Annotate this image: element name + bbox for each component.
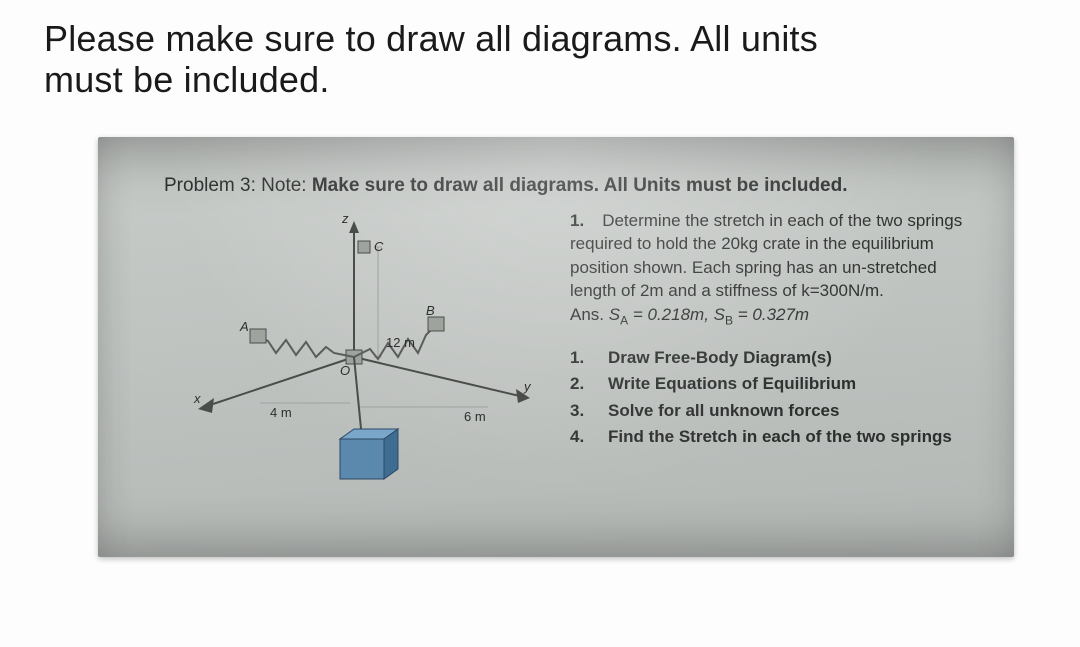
label-4m: 4 m [270, 405, 292, 420]
page-title: Please make sure to draw all diagrams. A… [44, 18, 1036, 101]
question-paragraph: 1.Determine the stretch in each of the t… [570, 209, 968, 303]
ans-sa-val: = 0.218m, [628, 305, 714, 324]
spring-oa [260, 337, 354, 357]
note-label: Note: [261, 175, 312, 196]
ans-sb-sub: B [725, 313, 733, 327]
label-c: C [374, 239, 384, 254]
anchor-a [250, 329, 266, 343]
question-number: 1. [570, 211, 584, 230]
step-text: Solve for all unknown forces [608, 398, 968, 424]
label-12m: 12 m [386, 335, 415, 350]
point-c [358, 241, 370, 253]
title-line-2: must be included. [44, 59, 330, 100]
axis-z-arrow [349, 221, 359, 233]
step-row: 3. Solve for all unknown forces [570, 398, 968, 424]
ans-sb-val: = 0.327m [733, 305, 809, 324]
equilibrium-diagram: z C B A O x y 12 m 6 m 4 m [164, 207, 544, 497]
steps-list: 1. Draw Free-Body Diagram(s) 2. Write Eq… [570, 345, 968, 450]
axis-x [204, 357, 354, 407]
step-text: Write Equations of Equilibrium [608, 371, 968, 397]
step-row: 1. Draw Free-Body Diagram(s) [570, 345, 968, 371]
answer-prefix: Ans. [570, 305, 604, 324]
axis-y [354, 357, 524, 397]
step-row: 4. Find the Stretch in each of the two s… [570, 424, 968, 450]
label-6m: 6 m [464, 409, 486, 424]
problem-photo: Problem 3: Note: Make sure to draw all d… [98, 137, 1014, 557]
ans-sa-sub: A [620, 313, 628, 327]
step-row: 2. Write Equations of Equilibrium [570, 371, 968, 397]
note-text: Make sure to draw all diagrams. All Unit… [312, 175, 848, 196]
problem-text: 1.Determine the stretch in each of the t… [570, 207, 968, 497]
title-line-1: Please make sure to draw all diagrams. A… [44, 18, 818, 59]
step-num: 1. [570, 345, 608, 371]
label-y: y [523, 379, 532, 394]
anchor-b [428, 317, 444, 331]
ans-sa-label: S [609, 305, 620, 324]
problem-label: Problem 3: [164, 175, 256, 196]
step-num: 2. [570, 371, 608, 397]
label-b: B [426, 303, 435, 318]
question-body: Determine the stretch in each of the two… [570, 211, 962, 300]
rope-crate [354, 357, 362, 439]
label-o: O [340, 363, 350, 378]
crate [340, 429, 398, 479]
ans-sb-label: S [714, 305, 725, 324]
problem-header: Problem 3: Note: Make sure to draw all d… [164, 175, 968, 197]
step-text: Draw Free-Body Diagram(s) [608, 345, 968, 371]
label-x: x [193, 391, 201, 406]
answer-line: Ans. SA = 0.218m, SB = 0.327m [570, 305, 968, 327]
diagram-svg: z C B A O x y 12 m 6 m 4 m [164, 207, 544, 497]
step-num: 4. [570, 424, 608, 450]
step-text: Find the Stretch in each of the two spri… [608, 424, 968, 450]
label-z: z [341, 211, 349, 226]
label-a: A [239, 319, 249, 334]
step-num: 3. [570, 398, 608, 424]
